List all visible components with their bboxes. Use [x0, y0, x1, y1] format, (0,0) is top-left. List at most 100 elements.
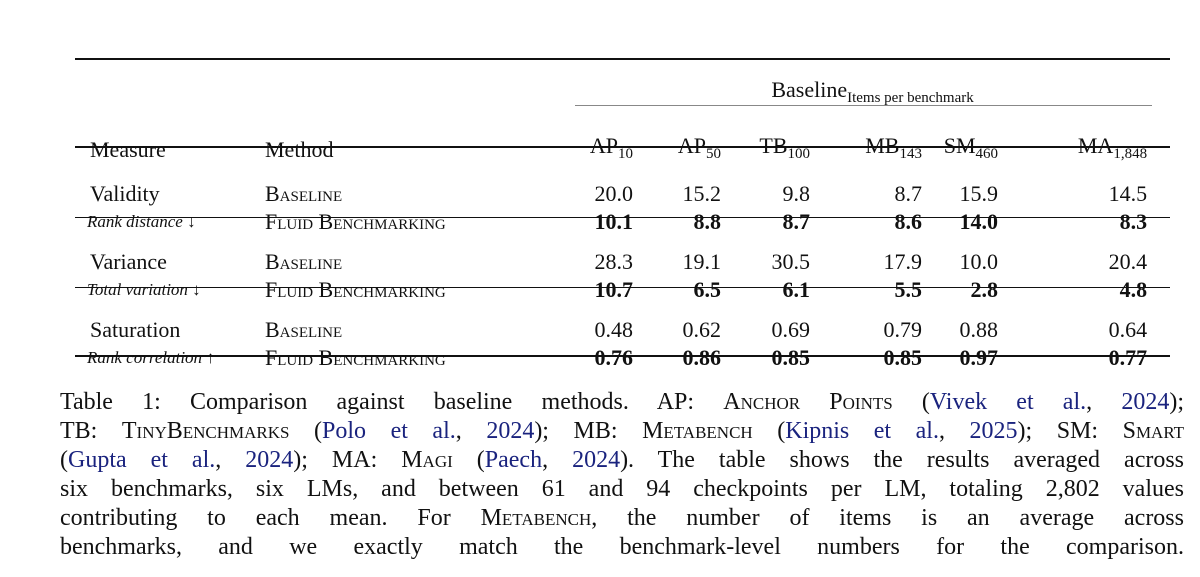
caption-text: ); MB:: [534, 418, 643, 444]
citation-link[interactable]: 2024: [245, 447, 294, 473]
method-label: Baseline: [265, 317, 343, 342]
value-cell: 14.0: [959, 209, 999, 234]
col-item-count: 143: [899, 146, 923, 162]
bottom-rule: [75, 355, 1170, 357]
caption-text: contributing to each mean. For: [60, 505, 481, 531]
citation-link[interactable]: 2025: [969, 418, 1018, 444]
value-cell: 19.1: [682, 249, 722, 274]
table-caption: Table 1: Comparison against baseline met…: [60, 388, 1184, 562]
table-row: Variance Baseline 28.3 19.1 30.5 17.9 10.0 20.4: [75, 236, 1170, 276]
caption-text: six benchmarks, six LMs, and between 61 …: [60, 476, 1184, 502]
value-cell: 0.79: [883, 317, 923, 342]
value-cell: 14.5: [1108, 181, 1148, 206]
table-row: Total variation ↓ Fluid Benchmarking 10.7 6…: [75, 276, 1170, 304]
caption-line: benchmarks, and we exactly match the ben…: [60, 533, 1184, 562]
table-row: Rank correlation ↑ Fluid Benchmarking 0.76…: [75, 344, 1170, 372]
value-cell: 0.48: [594, 317, 634, 342]
group-header: BaselineItems per benchmark: [575, 58, 1170, 130]
value-cell: 6.1: [782, 277, 811, 302]
caption-text: (: [289, 418, 323, 444]
method-label: Fluid Benchmarking: [265, 209, 446, 234]
value-cell: 0.76: [594, 345, 634, 370]
header-rule: [75, 146, 1170, 148]
citation-link[interactable]: Paech: [484, 447, 543, 473]
value-cell: 10.7: [594, 277, 634, 302]
caption-text: (: [60, 447, 68, 473]
value-cell: 2.8: [970, 277, 999, 302]
header-col-tb-100: TB100: [733, 130, 822, 170]
group-rule-2: [75, 287, 1170, 288]
citation-link[interactable]: Vivek et al.: [929, 389, 1087, 415]
citation-link[interactable]: Polo et al.: [322, 418, 456, 444]
caption-text: (: [452, 447, 485, 473]
col-abbrev: AP: [677, 133, 706, 158]
caption-text: (: [752, 418, 786, 444]
caption-text: ); MA:: [293, 447, 402, 473]
caption-text: benchmarks, and we exactly match the ben…: [60, 534, 1184, 560]
caption-line: (Gupta et al., 2024); MA: Magi (Paech, 2…: [60, 446, 1184, 475]
caption-text: ,: [455, 418, 487, 444]
measure-label: Validity: [90, 181, 160, 206]
col-item-count: 10: [618, 146, 633, 162]
value-cell: 0.69: [771, 317, 811, 342]
value-cell: 8.7: [894, 181, 923, 206]
table-row: Saturation Baseline 0.48 0.62 0.69 0.79 0.88 0.…: [75, 304, 1170, 344]
measure-label: Saturation: [90, 317, 181, 342]
value-cell: 15.9: [959, 181, 999, 206]
value-cell: 28.3: [594, 249, 634, 274]
group-rule-1: [75, 217, 1170, 218]
header-col-ma-1,848: MA1,848: [1010, 130, 1170, 170]
value-cell: 8.6: [894, 209, 923, 234]
col-item-count: 460: [975, 146, 999, 162]
caption-text: ,: [215, 447, 246, 473]
value-cell: 0.86: [682, 345, 722, 370]
col-item-count: 1,848: [1113, 146, 1148, 162]
method-label: Fluid Benchmarking: [265, 345, 446, 370]
col-abbrev: SM: [943, 133, 976, 158]
caption-text: ). The table shows the results averaged …: [620, 447, 1185, 473]
caption-text: TB:: [60, 418, 122, 444]
col-abbrev: AP: [589, 133, 618, 158]
col-abbrev: MA: [1077, 133, 1114, 158]
caption-text: , the number of items is an average acro…: [591, 505, 1184, 531]
value-cell: 0.85: [883, 345, 923, 370]
citation-link[interactable]: 2024: [572, 447, 621, 473]
value-cell: 10.0: [959, 249, 999, 274]
col-abbrev: MB: [865, 133, 900, 158]
header-col-ap-10: AP10: [575, 130, 645, 170]
value-cell: 5.5: [894, 277, 923, 302]
caption-text: (: [892, 389, 930, 415]
table-row: Rank distance ↓ Fluid Benchmarking 10.1 8.8…: [75, 208, 1170, 236]
value-cell: 9.8: [782, 181, 811, 206]
header-method: Method: [265, 137, 334, 162]
citation-link[interactable]: 2024: [1121, 389, 1170, 415]
value-cell: 8.7: [782, 209, 811, 234]
citation-link[interactable]: Gupta et al.: [68, 447, 216, 473]
caption-line: contributing to each mean. For Metabench…: [60, 504, 1184, 533]
caption-text: Table 1: Comparison against baseline met…: [60, 389, 724, 415]
measure-sublabel: Rank distance ↓: [87, 212, 196, 231]
measure-label: Variance: [90, 249, 167, 274]
caption-text: ,: [938, 418, 970, 444]
citation-link[interactable]: Kipnis et al.: [785, 418, 939, 444]
value-cell: 10.1: [594, 209, 634, 234]
header-col-mb-143: MB143: [822, 130, 934, 170]
table-row: Validity Baseline 20.0 15.2 9.8 8.7 15.9 14.5: [75, 170, 1170, 208]
caption-text: ,: [542, 447, 573, 473]
value-cell: 0.97: [959, 345, 999, 370]
group-header-sub: Items per benchmark: [847, 90, 974, 106]
method-name: TinyBenchmarks: [121, 418, 290, 444]
method-label: Baseline: [265, 181, 343, 206]
caption-text: ,: [1086, 389, 1122, 415]
measure-sublabel: Total variation ↓: [87, 280, 201, 299]
value-cell: 0.62: [682, 317, 722, 342]
value-cell: 0.85: [771, 345, 811, 370]
value-cell: 15.2: [682, 181, 722, 206]
value-cell: 30.5: [771, 249, 811, 274]
value-cell: 8.8: [693, 209, 722, 234]
group-header-main: Baseline: [771, 77, 848, 102]
caption-text: );: [1169, 389, 1184, 415]
citation-link[interactable]: 2024: [486, 418, 535, 444]
col-item-count: 50: [706, 146, 721, 162]
value-cell: 0.64: [1108, 317, 1148, 342]
